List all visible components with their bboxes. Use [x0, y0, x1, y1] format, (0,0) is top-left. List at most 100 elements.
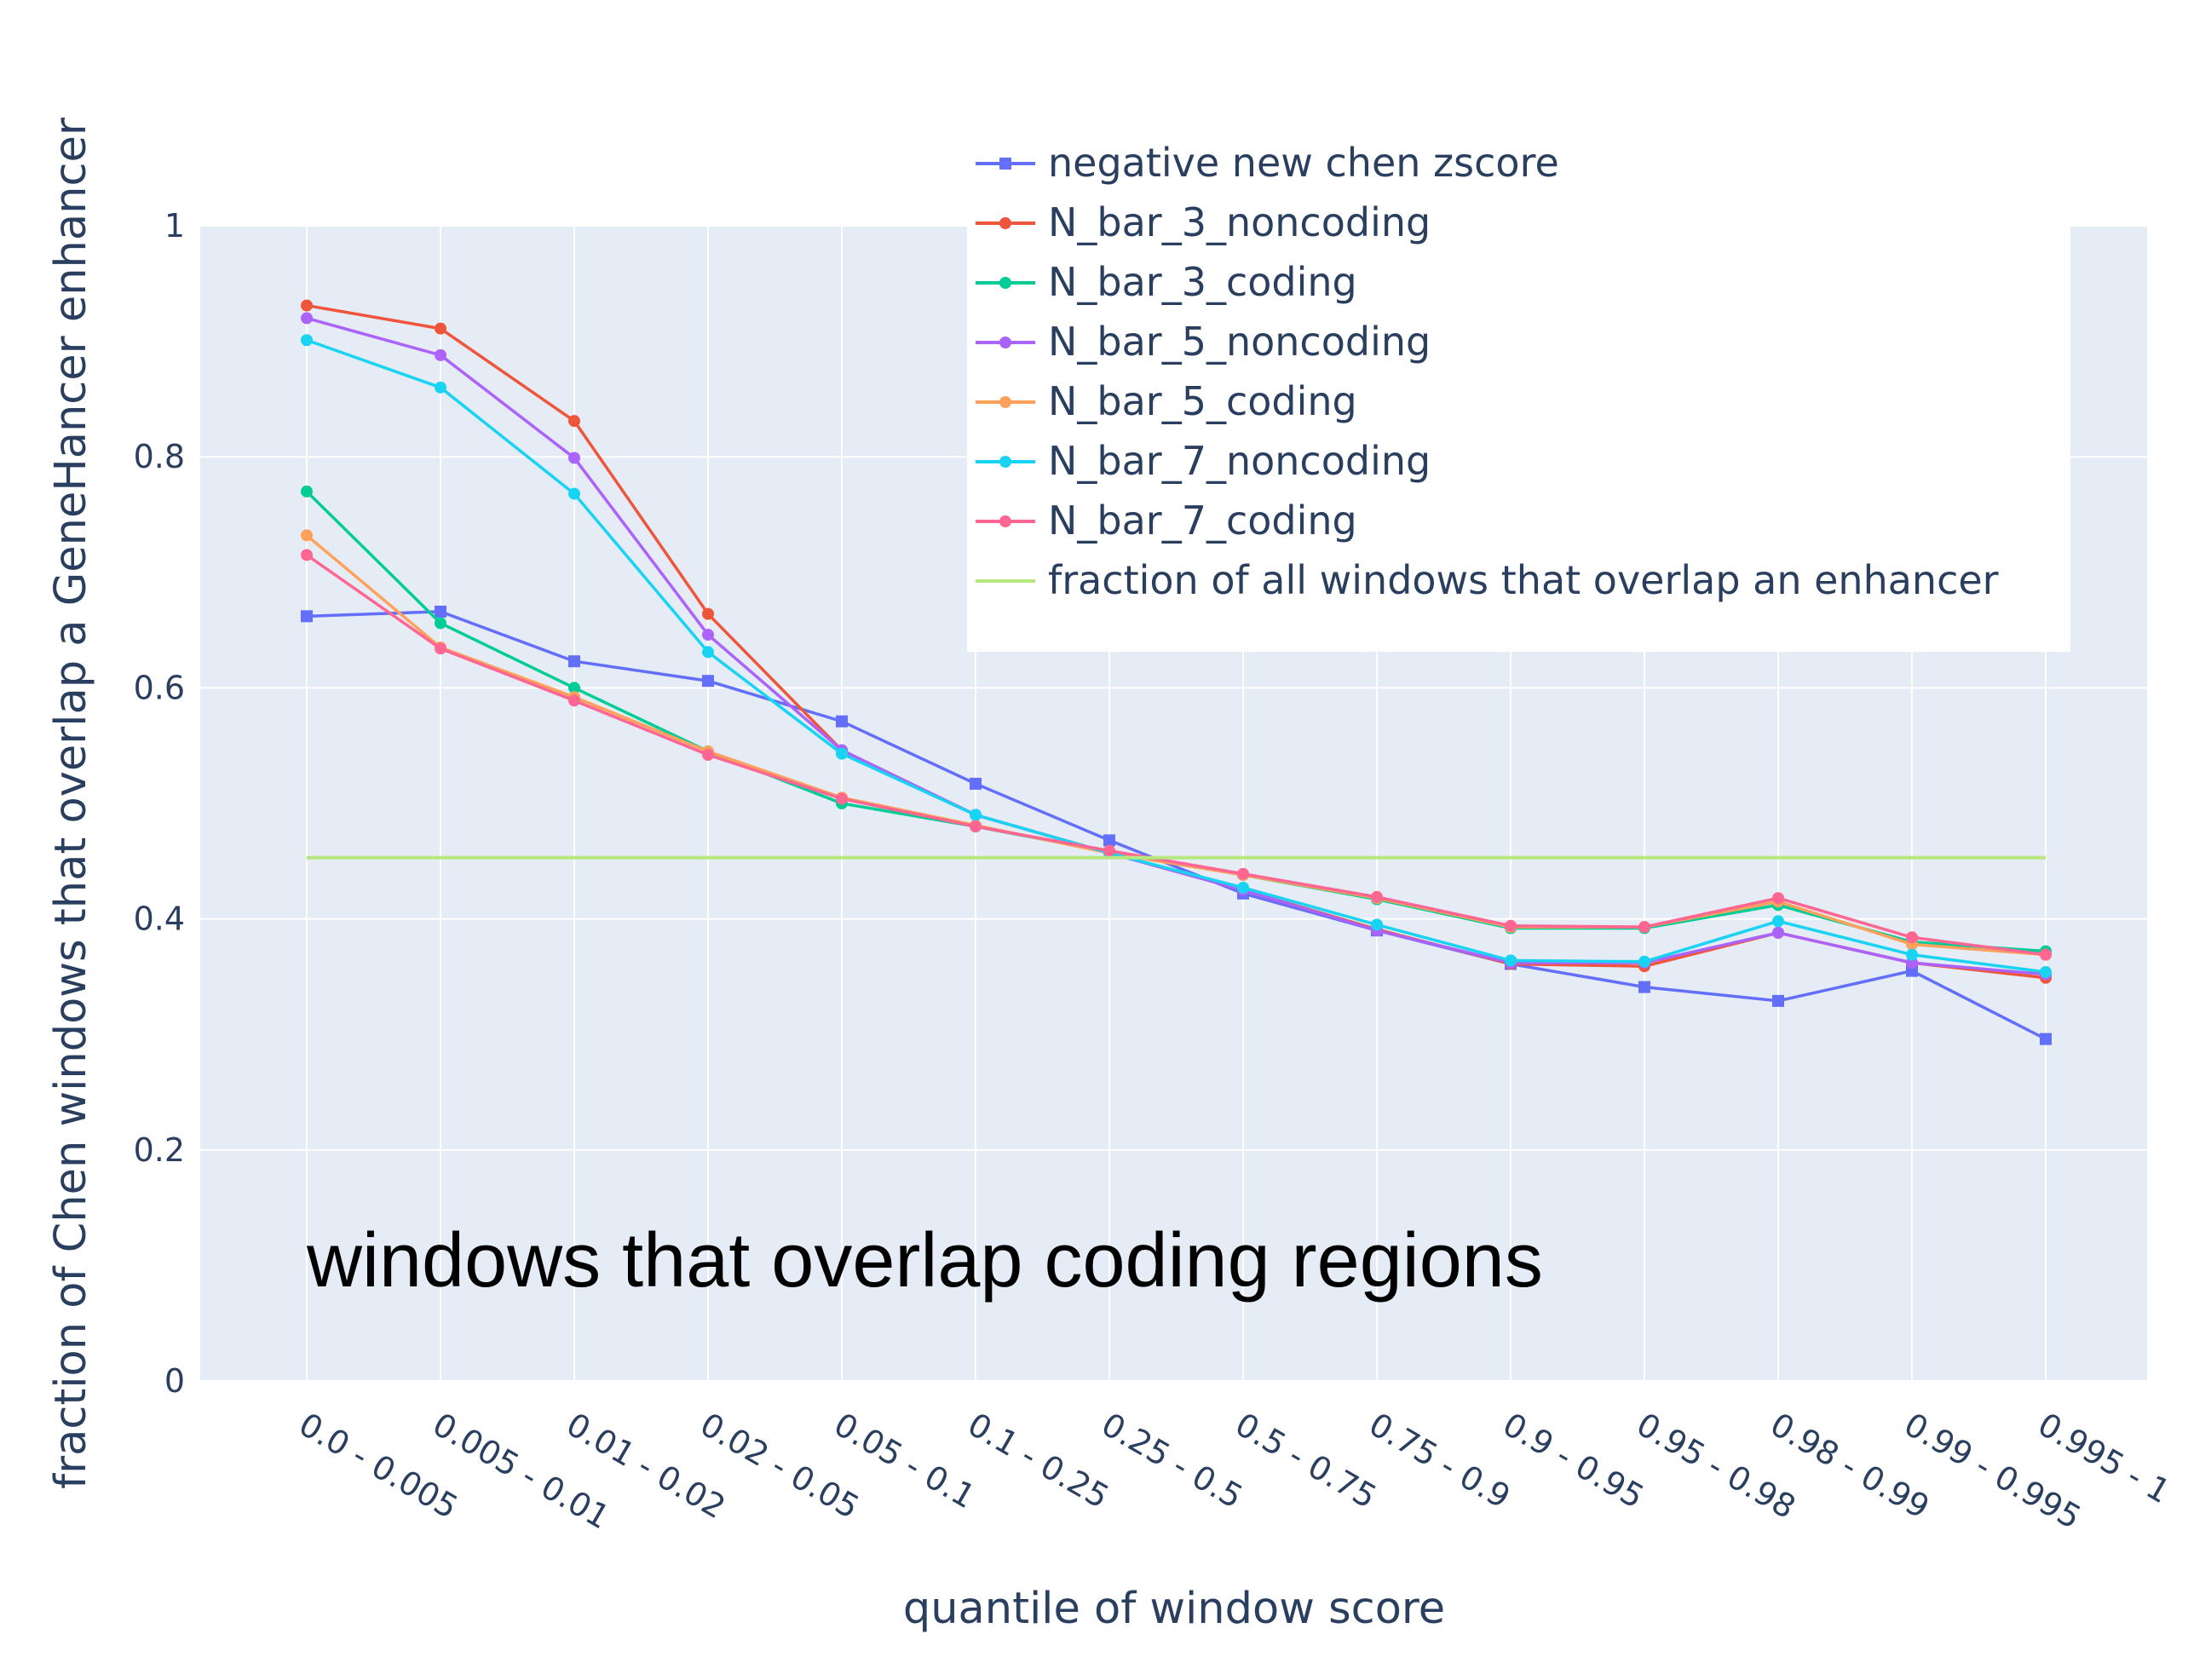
- legend-marker: [999, 396, 1011, 408]
- data-point: [568, 694, 580, 707]
- data-point: [568, 452, 580, 464]
- series-line: [305, 554, 2047, 957]
- data-point: [435, 322, 446, 335]
- data-point: [1103, 834, 1115, 847]
- legend-label: negative new chen zscore: [1048, 140, 1559, 186]
- legend-background: [967, 136, 2070, 652]
- legend-label: N_bar_3_coding: [1048, 259, 1357, 305]
- data-point: [2040, 1033, 2052, 1045]
- data-point: [1772, 994, 1784, 1007]
- data-point: [435, 381, 446, 394]
- data-point: [301, 485, 313, 498]
- data-point: [1237, 867, 1249, 880]
- legend-items: negative new chen zscore N_bar_3_noncodin…: [976, 140, 1999, 603]
- series-line: [306, 338, 2047, 974]
- data-point: [301, 299, 313, 312]
- data-point: [970, 777, 982, 790]
- legend-label: N_bar_5_coding: [1048, 378, 1357, 424]
- data-point: [2040, 965, 2052, 978]
- data-point: [1505, 919, 1517, 932]
- legend-marker: [999, 277, 1011, 289]
- data-point: [301, 334, 313, 347]
- y-axis-ticks: 0 0.2 0.4 0.6 0.8 1: [134, 207, 185, 1400]
- data-point: [1638, 981, 1650, 993]
- data-point: [1638, 955, 1650, 968]
- series-lines: [301, 299, 2052, 1045]
- data-point: [836, 715, 848, 728]
- legend-item[interactable]: negative new chen zscore: [976, 140, 1559, 186]
- y-tick-label: 0.8: [134, 438, 185, 475]
- y-axis-title: fraction of Chen windows that overlap a …: [46, 118, 96, 1489]
- data-point: [702, 646, 714, 659]
- legend-item[interactable]: N_bar_7_noncoding: [976, 438, 1431, 484]
- data-point: [435, 642, 446, 655]
- series-line: [305, 534, 2047, 957]
- data-point: [702, 607, 714, 620]
- data-point: [1906, 931, 1918, 944]
- data-point: [970, 808, 982, 821]
- data-point: [301, 610, 313, 623]
- series-n_bar_7_coding: [301, 549, 2052, 961]
- data-point: [836, 747, 848, 760]
- y-tick-label: 0.4: [134, 900, 185, 938]
- y-tick-label: 0.6: [134, 669, 185, 706]
- data-point: [1772, 915, 1784, 928]
- data-point: [702, 749, 714, 762]
- legend-marker: [999, 158, 1011, 170]
- series-line: [306, 610, 2047, 1041]
- data-point: [301, 312, 313, 325]
- data-point: [301, 529, 313, 542]
- legend-label: fraction of all windows that overlap an …: [1048, 557, 1999, 603]
- series-negative-new-chen-zscore: [301, 605, 2052, 1045]
- data-point: [702, 675, 714, 688]
- data-point: [702, 629, 714, 642]
- legend-item[interactable]: N_bar_3_noncoding: [976, 199, 1431, 245]
- x-axis-title: quantile of window score: [903, 1584, 1445, 1634]
- data-point: [2040, 948, 2052, 961]
- y-tick-label: 0.2: [134, 1131, 185, 1169]
- legend-item[interactable]: fraction of all windows that overlap an …: [976, 557, 1999, 603]
- data-point: [1906, 948, 1918, 961]
- data-point: [568, 682, 580, 694]
- legend-marker: [999, 217, 1011, 229]
- legend-marker: [999, 515, 1011, 527]
- data-point: [1103, 844, 1115, 857]
- x-tick-label: 0.25 - 0.5: [1096, 1406, 1249, 1516]
- legend-label: N_bar_7_noncoding: [1048, 438, 1431, 484]
- y-tick-label: 0: [164, 1362, 185, 1400]
- data-point: [435, 605, 446, 618]
- data-point: [1638, 921, 1650, 934]
- legend-label: N_bar_5_noncoding: [1048, 319, 1431, 365]
- chart-annotation: windows that overlap coding regions: [306, 1218, 1543, 1303]
- data-point: [836, 792, 848, 805]
- data-point: [1772, 892, 1784, 905]
- legend-label: N_bar_3_noncoding: [1048, 199, 1431, 245]
- data-point: [1237, 881, 1249, 894]
- x-tick-label: 0.75 - 0.9: [1363, 1406, 1517, 1516]
- data-point: [568, 415, 580, 428]
- data-point: [301, 549, 313, 561]
- data-point: [568, 487, 580, 500]
- legend-item[interactable]: N_bar_7_coding: [976, 498, 1357, 544]
- data-point: [970, 820, 982, 833]
- legend-item[interactable]: N_bar_3_coding: [976, 259, 1357, 305]
- x-tick-label: 0.9 - 0.95: [1497, 1406, 1650, 1516]
- data-point: [435, 348, 446, 361]
- data-point: [1371, 890, 1383, 903]
- y-tick-label: 1: [164, 207, 185, 245]
- data-point: [1371, 918, 1383, 931]
- data-point: [435, 617, 446, 630]
- legend-item[interactable]: N_bar_5_noncoding: [976, 319, 1431, 365]
- legend-marker: [999, 456, 1011, 468]
- legend-item[interactable]: N_bar_5_coding: [976, 378, 1357, 424]
- legend-label: N_bar_7_coding: [1048, 498, 1357, 544]
- data-point: [1505, 954, 1517, 967]
- legend[interactable]: negative new chen zscore N_bar_3_noncodin…: [967, 136, 2070, 652]
- data-point: [1772, 926, 1784, 939]
- series-n_bar_7_noncoding: [301, 334, 2052, 978]
- x-tick-label: 0.1 - 0.25: [962, 1406, 1115, 1516]
- legend-marker: [999, 337, 1011, 348]
- data-point: [568, 655, 580, 668]
